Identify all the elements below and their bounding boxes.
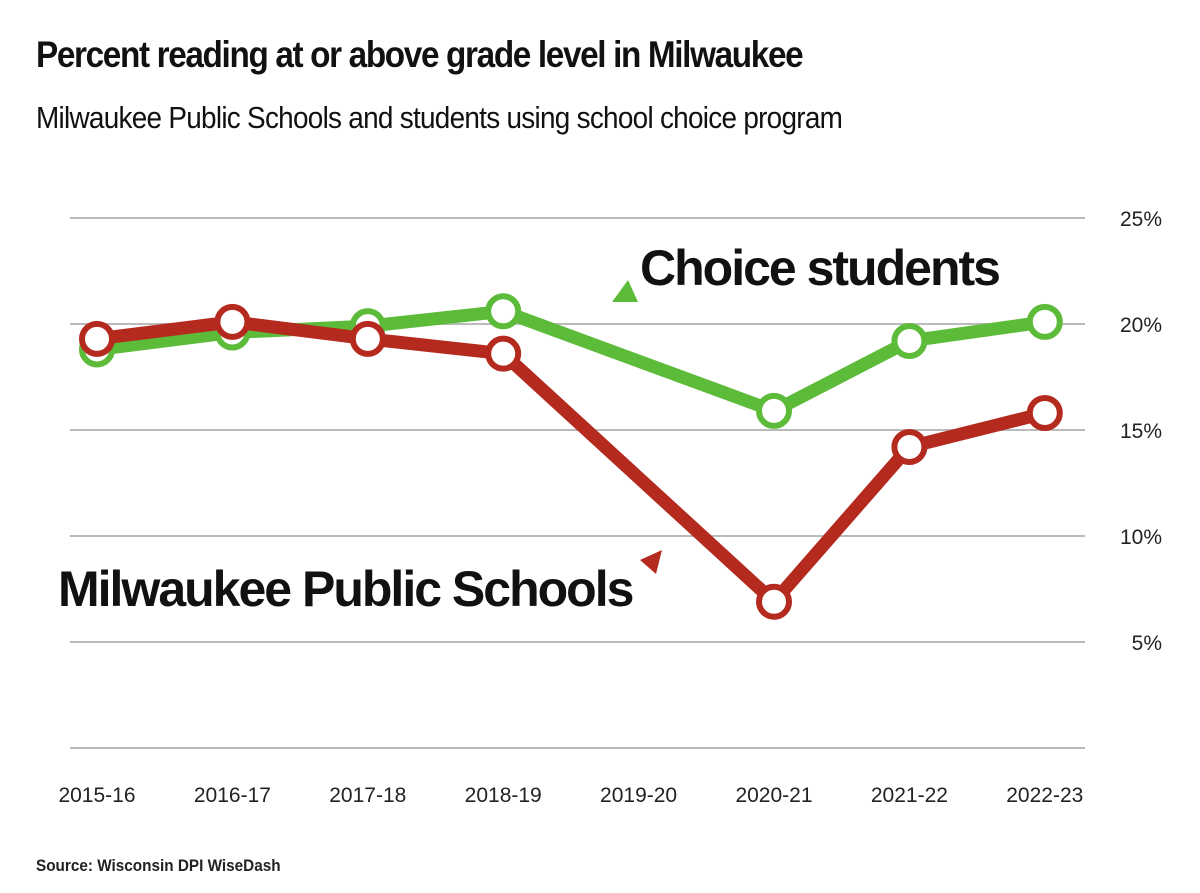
data-point (485, 293, 522, 330)
y-tick-label: 5% (1132, 632, 1162, 655)
x-tick-label: 2018-19 (465, 784, 542, 807)
data-point (756, 583, 792, 620)
data-point (214, 303, 251, 340)
chart-subtitle: Milwaukee Public Schools and students us… (36, 100, 843, 135)
data-point (756, 392, 792, 429)
chart-title: Percent reading at or above grade level … (36, 34, 804, 75)
series-label-mps: Milwaukee Public Schools (58, 561, 633, 617)
data-point (349, 320, 386, 357)
x-tick-label: 2021-22 (871, 784, 948, 807)
series-mps (79, 303, 1063, 620)
y-tick-label: 15% (1120, 420, 1162, 443)
data-point (79, 320, 115, 357)
data-point (1026, 395, 1063, 432)
x-tick-label: 2019-20 (600, 784, 677, 807)
triangle-pointer-icon (612, 280, 638, 302)
source-note: Source: Wisconsin DPI WiseDash (36, 856, 281, 875)
data-point (891, 322, 928, 359)
x-tick-label: 2017-18 (329, 784, 406, 807)
triangle-pointer-icon (640, 550, 662, 574)
data-point (891, 428, 928, 465)
data-point (485, 335, 522, 372)
series-label-choice: Choice students (640, 240, 999, 296)
y-tick-label: 10% (1120, 526, 1162, 549)
x-tick-label: 2020-21 (735, 784, 812, 807)
x-tick-label: 2016-17 (194, 784, 271, 807)
x-tick-label: 2022-23 (1006, 784, 1083, 807)
y-tick-label: 25% (1120, 208, 1162, 231)
y-tick-label: 20% (1120, 314, 1162, 337)
data-point (1026, 303, 1063, 340)
x-tick-label: 2015-16 (58, 784, 135, 807)
